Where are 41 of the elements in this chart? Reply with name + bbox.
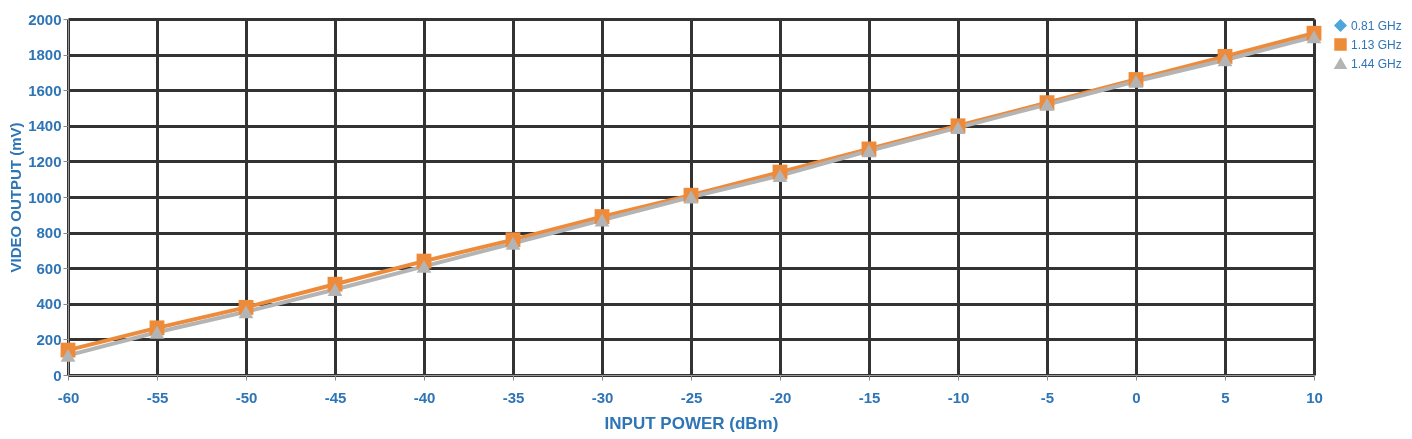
y-tick-label: 1200 — [28, 152, 62, 170]
point — [1217, 53, 1233, 67]
point — [149, 325, 165, 339]
x-tick-label: -15 — [858, 388, 881, 406]
y-tick-label: 800 — [36, 224, 62, 242]
x-tick-label: -5 — [1040, 388, 1055, 406]
point — [327, 283, 343, 296]
point — [238, 305, 254, 319]
legend-label: 1.13 GHz — [1351, 37, 1402, 52]
y-tick-label: 200 — [36, 330, 62, 348]
x-tick-label: -60 — [57, 388, 80, 406]
x-tick-label: -50 — [235, 388, 258, 406]
point — [60, 349, 76, 362]
y-axis-title: VIDEO OUTPUT (mV) — [7, 122, 25, 273]
x-tick-label: -20 — [769, 388, 792, 406]
x-tick-label: -45 — [324, 388, 347, 406]
x-tick-label: 0 — [1132, 388, 1141, 406]
legend-label: 0.81 GHz — [1351, 18, 1402, 33]
y-tick-label: 400 — [36, 295, 62, 313]
y-tick-label: 1600 — [28, 81, 62, 99]
x-tick-label: -10 — [947, 388, 970, 406]
point — [1306, 30, 1322, 44]
y-tick-label: 0 — [53, 366, 62, 384]
x-tick-label: 10 — [1306, 388, 1323, 406]
y-tick-label: 1800 — [28, 46, 62, 64]
x-tick-label: -35 — [502, 388, 525, 406]
legend-label: 1.44 GHz — [1351, 56, 1402, 71]
y-tick-label: 1400 — [28, 117, 62, 135]
x-tick-label: -25 — [680, 388, 703, 406]
x-tick-label: -55 — [146, 388, 169, 406]
point — [772, 169, 788, 183]
y-tick-label: 600 — [36, 259, 62, 277]
x-tick-label: -30 — [591, 388, 614, 406]
x-tick-label: -40 — [413, 388, 436, 406]
y-tick-label: 2000 — [28, 10, 62, 28]
point — [594, 213, 610, 227]
point — [416, 260, 432, 273]
y-tick-label: 1000 — [28, 188, 62, 206]
x-axis-title: INPUT POWER (dBm) — [604, 413, 779, 433]
x-tick-label: 5 — [1221, 388, 1230, 406]
point — [505, 236, 521, 250]
